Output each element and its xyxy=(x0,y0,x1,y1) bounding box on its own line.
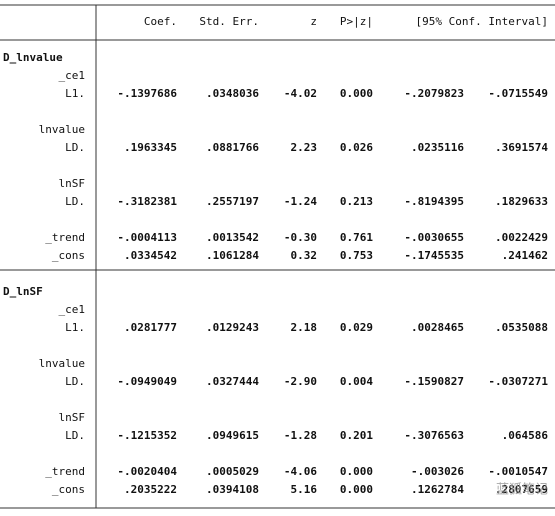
row-label: lnSF xyxy=(59,411,86,424)
cell: -.1397686 xyxy=(117,87,177,100)
cell: .0022429 xyxy=(495,231,548,244)
cell: .0394108 xyxy=(206,483,259,496)
cell: .0881766 xyxy=(206,141,259,154)
cell: 0.000 xyxy=(340,483,373,496)
cell: -.1590827 xyxy=(404,375,464,388)
cell: 0.000 xyxy=(340,87,373,100)
cell: 0.026 xyxy=(340,141,373,154)
cell: -.1745535 xyxy=(404,249,464,262)
cell: .2035222 xyxy=(124,483,177,496)
cell: .1963345 xyxy=(124,141,177,154)
cell: .0949615 xyxy=(206,429,259,442)
cell: .241462 xyxy=(502,249,548,262)
cell: .0535088 xyxy=(495,321,548,334)
cell: -.2079823 xyxy=(404,87,464,100)
cell: .1262784 xyxy=(411,483,464,496)
cell: -1.28 xyxy=(284,429,317,442)
cell: 0.213 xyxy=(340,195,373,208)
cell: .0013542 xyxy=(206,231,259,244)
cell: 0.32 xyxy=(291,249,318,262)
row-label: L1. xyxy=(65,321,85,334)
cell: -.3076563 xyxy=(404,429,464,442)
cell: .0334542 xyxy=(124,249,177,262)
cell: .0129243 xyxy=(206,321,259,334)
cell: -.0020404 xyxy=(117,465,177,478)
cell: -.0307271 xyxy=(488,375,548,388)
cell: .0348036 xyxy=(206,87,259,100)
row-label: L1. xyxy=(65,87,85,100)
row-label: lnvalue xyxy=(39,357,85,370)
cell: .0235116 xyxy=(411,141,464,154)
cell: 5.16 xyxy=(291,483,318,496)
row-label: LD. xyxy=(65,141,85,154)
cell: -.0010547 xyxy=(488,465,548,478)
cell: .3691574 xyxy=(495,141,548,154)
cell: 0.761 xyxy=(340,231,373,244)
cell: -.1215352 xyxy=(117,429,177,442)
cell: 2.23 xyxy=(291,141,318,154)
cell: 0.029 xyxy=(340,321,373,334)
row-label: _trend xyxy=(45,231,85,244)
cell: -.3182381 xyxy=(117,195,177,208)
column-header: Std. Err. xyxy=(199,15,259,28)
cell: .0028465 xyxy=(411,321,464,334)
row-label: lnvalue xyxy=(39,123,85,136)
row-label: _cons xyxy=(52,483,85,496)
cell: -2.90 xyxy=(284,375,317,388)
row-label: LD. xyxy=(65,375,85,388)
row-label: lnSF xyxy=(59,177,86,190)
cell: .0327444 xyxy=(206,375,259,388)
cell: 0.000 xyxy=(340,465,373,478)
cell: -4.06 xyxy=(284,465,317,478)
section-name: D_lnSF xyxy=(3,285,43,298)
cell: -.0949049 xyxy=(117,375,177,388)
section-name: D_lnvalue xyxy=(3,51,63,64)
column-header: Coef. xyxy=(144,15,177,28)
row-label: _ce1 xyxy=(59,69,86,82)
row-label: _cons xyxy=(52,249,85,262)
watermark: 蓝狐笔记 xyxy=(496,482,548,498)
cell: .1829633 xyxy=(495,195,548,208)
row-label: _trend xyxy=(45,465,85,478)
column-header: P>|z| xyxy=(340,15,373,28)
cell: .2807659 xyxy=(495,483,548,496)
cell: -.0715549 xyxy=(488,87,548,100)
cell: -.003026 xyxy=(411,465,464,478)
cell: .064586 xyxy=(502,429,549,442)
cell: .0005029 xyxy=(206,465,259,478)
cell: -1.24 xyxy=(284,195,317,208)
cell: 0.201 xyxy=(340,429,373,442)
row-label: LD. xyxy=(65,429,85,442)
cell: 0.004 xyxy=(340,375,373,388)
cell: -0.30 xyxy=(284,231,317,244)
row-label: _ce1 xyxy=(59,303,86,316)
cell: -.8194395 xyxy=(404,195,464,208)
column-header: z xyxy=(310,15,317,28)
cell: -.0004113 xyxy=(117,231,177,244)
cell: -.0030655 xyxy=(404,231,464,244)
cell: -4.02 xyxy=(284,87,317,100)
cell: .2557197 xyxy=(206,195,259,208)
row-label: LD. xyxy=(65,195,85,208)
cell: 2.18 xyxy=(291,321,318,334)
cell: .1061284 xyxy=(206,249,259,262)
cell: 0.753 xyxy=(340,249,373,262)
column-header: [95% Conf. Interval] xyxy=(416,15,548,28)
cell: .0281777 xyxy=(124,321,177,334)
